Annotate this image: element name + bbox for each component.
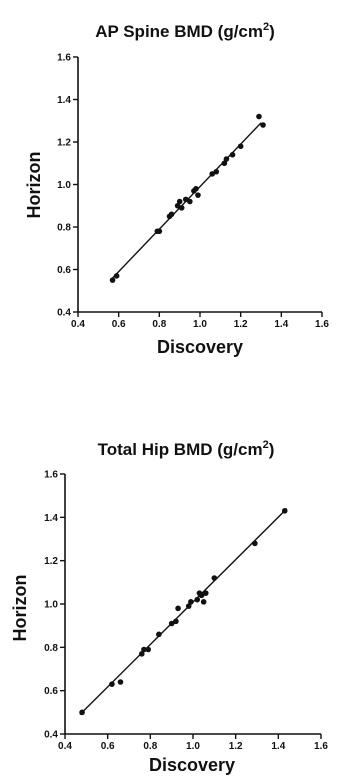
data-point bbox=[173, 618, 179, 625]
y-tick-label: 0.8 bbox=[44, 643, 58, 654]
data-point bbox=[211, 575, 218, 581]
y-tick-label: 0.6 bbox=[44, 686, 58, 697]
x-tick-label: 1.2 bbox=[229, 741, 243, 752]
chart-panel-hip: Total Hip BMD (g/cm2) Horizon Discovery … bbox=[10, 439, 328, 775]
data-point bbox=[109, 277, 116, 283]
chart-title-superscript: 2 bbox=[263, 21, 269, 33]
x-tick-label: 1.4 bbox=[274, 319, 288, 330]
data-point bbox=[113, 273, 120, 279]
y-tick-label: 1.4 bbox=[44, 513, 58, 524]
x-tick-label: 0.6 bbox=[112, 319, 126, 330]
y-tick-label: 0.4 bbox=[57, 308, 71, 319]
data-point bbox=[117, 679, 124, 685]
y-tick-label: 1.4 bbox=[57, 95, 71, 106]
data-point bbox=[200, 599, 207, 605]
x-tick-label: 1.6 bbox=[315, 319, 329, 330]
data-point bbox=[156, 631, 162, 638]
chart-title: AP Spine BMD (g/cm2) bbox=[95, 21, 275, 41]
x-tick-label: 1.0 bbox=[186, 741, 200, 752]
data-point bbox=[195, 192, 201, 198]
data-point bbox=[194, 596, 201, 603]
x-tick-label: 1.6 bbox=[314, 741, 328, 752]
data-point bbox=[187, 198, 193, 205]
data-point bbox=[223, 156, 230, 162]
x-tick-label: 0.6 bbox=[101, 741, 115, 752]
data-point bbox=[260, 122, 266, 128]
y-tick-label: 1.6 bbox=[57, 53, 71, 64]
x-tick-label: 1.4 bbox=[271, 741, 285, 752]
plot-area: 0.4 0.6 0.8 1.0 1.2 1.4 1.6 0.4 0.6 0.8 1.0 1.2 1.4 1… bbox=[57, 53, 329, 331]
plot-area: 0.4 0.6 0.8 1.0 1.2 1.4 1.6 0.4 0.6 0.8 1.0 1.2 1.4 1… bbox=[44, 470, 328, 753]
data-point bbox=[168, 620, 175, 627]
x-tick-label: 0.8 bbox=[152, 319, 166, 330]
y-axis-label: Horizon bbox=[10, 575, 30, 642]
data-point bbox=[168, 211, 175, 218]
x-tick-label: 0.4 bbox=[71, 319, 85, 330]
data-point bbox=[176, 198, 183, 205]
data-point bbox=[221, 160, 228, 167]
data-point bbox=[79, 709, 85, 716]
data-point bbox=[229, 151, 236, 158]
x-tick-label: 1.0 bbox=[193, 319, 207, 330]
data-point bbox=[188, 599, 194, 605]
y-tick-label: 1.2 bbox=[44, 556, 58, 567]
data-point bbox=[256, 113, 262, 120]
data-point bbox=[198, 592, 205, 599]
x-tick-label: 0.4 bbox=[58, 741, 72, 752]
data-point bbox=[145, 646, 151, 653]
y-tick-label: 0.8 bbox=[57, 223, 71, 234]
y-tick-label: 1.0 bbox=[44, 600, 58, 611]
data-point bbox=[281, 508, 288, 514]
data-point bbox=[193, 185, 199, 192]
x-axis-label: Discovery bbox=[149, 755, 235, 775]
y-tick-label: 1.6 bbox=[44, 470, 58, 481]
chart-title-superscript: 2 bbox=[263, 439, 269, 451]
data-point bbox=[252, 540, 258, 547]
y-tick-label: 0.6 bbox=[57, 265, 71, 276]
data-point bbox=[139, 651, 145, 657]
data-point bbox=[141, 646, 147, 653]
data-point bbox=[203, 590, 209, 596]
data-point bbox=[178, 205, 185, 211]
data-point bbox=[185, 603, 192, 609]
x-tick-label: 1.2 bbox=[234, 319, 248, 330]
y-tick-label: 1.0 bbox=[57, 180, 71, 191]
data-point bbox=[213, 168, 220, 175]
x-axis-label: Discovery bbox=[157, 337, 243, 357]
data-point bbox=[237, 143, 244, 150]
y-tick-label: 0.4 bbox=[44, 730, 58, 741]
data-point bbox=[109, 681, 115, 687]
y-axis-label: Horizon bbox=[24, 152, 44, 219]
data-point bbox=[156, 228, 163, 235]
chart-panel-spine: AP Spine BMD (g/cm2) Horizon Discovery 0… bbox=[24, 21, 329, 357]
x-tick-label: 0.8 bbox=[143, 741, 157, 752]
y-tick-label: 1.2 bbox=[57, 138, 71, 149]
data-point bbox=[175, 605, 181, 612]
chart-title: Total Hip BMD (g/cm2) bbox=[98, 439, 275, 459]
